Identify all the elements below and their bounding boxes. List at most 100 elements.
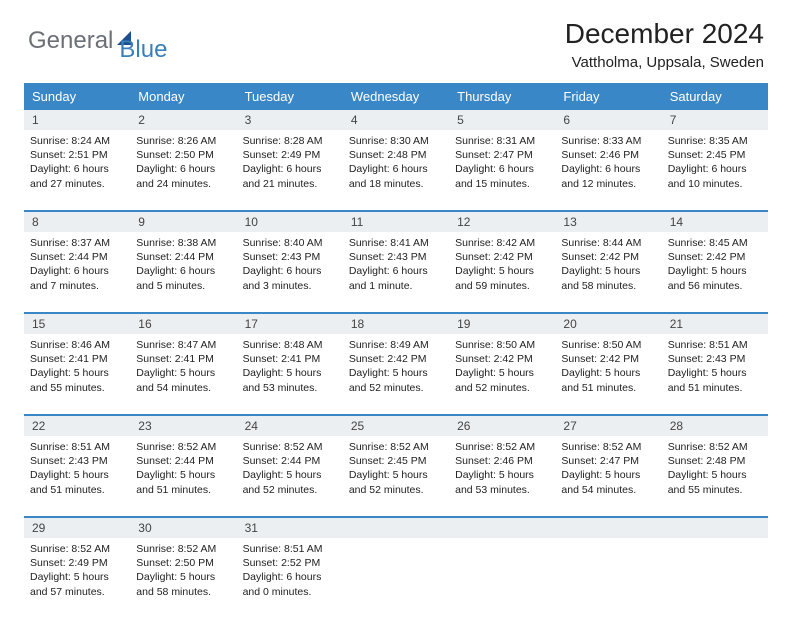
- day-number: 3: [237, 110, 343, 130]
- day-cell: Sunrise: 8:24 AMSunset: 2:51 PMDaylight:…: [24, 130, 130, 210]
- day-cell: Sunrise: 8:33 AMSunset: 2:46 PMDaylight:…: [555, 130, 661, 210]
- day-cell: Sunrise: 8:51 AMSunset: 2:52 PMDaylight:…: [237, 538, 343, 618]
- sunset-text: Sunset: 2:43 PM: [668, 352, 761, 366]
- day-cell: Sunrise: 8:31 AMSunset: 2:47 PMDaylight:…: [449, 130, 555, 210]
- day-cell: [449, 538, 555, 618]
- daylight-text: Daylight: 5 hours and 58 minutes.: [561, 264, 654, 292]
- day-number: 24: [237, 416, 343, 436]
- day-cell: Sunrise: 8:45 AMSunset: 2:42 PMDaylight:…: [662, 232, 768, 312]
- sunrise-text: Sunrise: 8:52 AM: [561, 440, 654, 454]
- day-number: 9: [130, 212, 236, 232]
- sunset-text: Sunset: 2:44 PM: [243, 454, 336, 468]
- sunset-text: Sunset: 2:42 PM: [668, 250, 761, 264]
- day-cell: Sunrise: 8:52 AMSunset: 2:47 PMDaylight:…: [555, 436, 661, 516]
- day-cell: Sunrise: 8:50 AMSunset: 2:42 PMDaylight:…: [555, 334, 661, 414]
- sunset-text: Sunset: 2:49 PM: [30, 556, 123, 570]
- weekday-header: Saturday: [662, 83, 768, 110]
- week-row: Sunrise: 8:46 AM Sunset: 2:41 PM Daylight:…: [24, 334, 768, 416]
- day-number: [662, 518, 768, 538]
- weekday-header: Sunday: [24, 83, 130, 110]
- sunset-text: Sunset: 2:41 PM: [136, 352, 229, 366]
- week-row: Sunrise: 8:37 AMSunset: 2:44 PMDaylight:…: [24, 232, 768, 314]
- daylight-text: Daylight: 6 hours and 1 minute.: [349, 264, 442, 292]
- day-number: 4: [343, 110, 449, 130]
- daylight-text: Daylight: 5 hours and 55 minutes.: [668, 468, 761, 496]
- daylight-text: Daylight: 5 hours and 59 minutes.: [455, 264, 548, 292]
- day-number: 23: [130, 416, 236, 436]
- sunrise-text: Sunrise: 8:35 AM: [668, 134, 761, 148]
- day-number: [343, 518, 449, 538]
- day-cell: Sunrise: 8:28 AMSunset: 2:49 PMDaylight:…: [237, 130, 343, 210]
- day-number: 27: [555, 416, 661, 436]
- sunset-text: Sunset: 2:44 PM: [30, 250, 123, 264]
- day-cell: Sunrise: 8:48 AMSunset: 2:41 PMDaylight:…: [237, 334, 343, 414]
- sunset-text: Sunset: 2:43 PM: [30, 454, 123, 468]
- day-number: 5: [449, 110, 555, 130]
- daylight-text: Daylight: 6 hours and 21 minutes.: [243, 162, 336, 190]
- sunrise-text: Sunrise: 8:28 AM: [243, 134, 336, 148]
- daylight-text: Daylight: 5 hours and 57 minutes.: [30, 570, 123, 598]
- daylight-text: Daylight: 6 hours and 18 minutes.: [349, 162, 442, 190]
- daylight-text: Daylight: 5 hours and 51 minutes.: [30, 468, 123, 496]
- sunset-text: Sunset: 2:44 PM: [136, 250, 229, 264]
- sunset-text: Sunset: 2:42 PM: [455, 352, 548, 366]
- header: General Blue December 2024 Vattholma, Up…: [0, 0, 792, 77]
- day-cell: Sunrise: 8:40 AMSunset: 2:43 PMDaylight:…: [237, 232, 343, 312]
- daylight-text: Daylight: 6 hours and 3 minutes.: [243, 264, 336, 292]
- day-cell: Sunrise: 8:52 AMSunset: 2:44 PMDaylight:…: [237, 436, 343, 516]
- day-number: 6: [555, 110, 661, 130]
- daylight-text: Daylight: 5 hours and 58 minutes.: [136, 570, 229, 598]
- day-number: 18: [343, 314, 449, 334]
- day-number: 26: [449, 416, 555, 436]
- day-cell: Sunrise: 8:52 AMSunset: 2:46 PMDaylight:…: [449, 436, 555, 516]
- sunset-text: Sunset: 2:51 PM: [30, 148, 123, 162]
- week-row: Sunrise: 8:52 AMSunset: 2:49 PMDaylight:…: [24, 538, 768, 618]
- sunrise-text: Sunrise: 8:52 AM: [349, 440, 442, 454]
- sunrise-text: Sunrise: 8:46 AM: [30, 338, 123, 352]
- day-cell: Sunrise: 8:52 AMSunset: 2:44 PMDaylight:…: [130, 436, 236, 516]
- daylight-text: Daylight: 5 hours and 52 minutes.: [349, 468, 442, 496]
- day-cell: [662, 538, 768, 618]
- day-cell: Sunrise: 8:44 AMSunset: 2:42 PMDaylight:…: [555, 232, 661, 312]
- day-cell: Sunrise: 8:50 AMSunset: 2:42 PMDaylight:…: [449, 334, 555, 414]
- sunset-text: Sunset: 2:47 PM: [455, 148, 548, 162]
- sunrise-text: Sunrise: 8:52 AM: [668, 440, 761, 454]
- day-number: 20: [555, 314, 661, 334]
- day-cell: Sunrise: 8:49 AMSunset: 2:42 PMDaylight:…: [343, 334, 449, 414]
- day-number: 29: [24, 518, 130, 538]
- day-number-row: 891011121314: [24, 212, 768, 232]
- day-number-row: 15161718192021: [24, 314, 768, 334]
- logo-text-general: General: [28, 27, 113, 55]
- day-cell: Sunrise: 8:51 AMSunset: 2:43 PMDaylight:…: [662, 334, 768, 414]
- daylight-text: Daylight: 6 hours and 12 minutes.: [561, 162, 654, 190]
- weekday-header-row: Sunday Monday Tuesday Wednesday Thursday…: [24, 83, 768, 110]
- sunset-text: Sunset: 2:43 PM: [349, 250, 442, 264]
- day-number: 16: [130, 314, 236, 334]
- day-number: 19: [449, 314, 555, 334]
- sunrise-text: Sunrise: 8:38 AM: [136, 236, 229, 250]
- sunrise-text: Sunrise: 8:50 AM: [561, 338, 654, 352]
- sunrise-text: Sunrise: 8:52 AM: [136, 542, 229, 556]
- sunset-text: Sunset: 2:50 PM: [136, 556, 229, 570]
- sunset-text: Sunset: 2:47 PM: [561, 454, 654, 468]
- sunrise-text: Sunrise: 8:40 AM: [243, 236, 336, 250]
- day-cell: Sunrise: 8:51 AMSunset: 2:43 PMDaylight:…: [24, 436, 130, 516]
- sunset-text: Sunset: 2:42 PM: [561, 352, 654, 366]
- title-block: December 2024 Vattholma, Uppsala, Sweden: [565, 18, 764, 71]
- daylight-text: Daylight: 5 hours and 52 minutes.: [455, 366, 548, 394]
- day-number: 10: [237, 212, 343, 232]
- sunrise-text: Sunrise: 8:26 AM: [136, 134, 229, 148]
- day-number: 22: [24, 416, 130, 436]
- sunrise-text: Sunrise: 8:52 AM: [30, 542, 123, 556]
- sunrise-text: Sunrise: 8:24 AM: [30, 134, 123, 148]
- sunrise-text: Sunrise: 8:33 AM: [561, 134, 654, 148]
- day-number: 8: [24, 212, 130, 232]
- day-number: 7: [662, 110, 768, 130]
- daylight-text: Daylight: 5 hours and 54 minutes.: [561, 468, 654, 496]
- daylight-text: Daylight: 6 hours and 15 minutes.: [455, 162, 548, 190]
- sunrise-text: Sunrise: 8:50 AM: [455, 338, 548, 352]
- daylight-text: Daylight: 5 hours and 53 minutes.: [455, 468, 548, 496]
- day-cell: Sunrise: 8:52 AMSunset: 2:48 PMDaylight:…: [662, 436, 768, 516]
- weekday-header: Friday: [555, 83, 661, 110]
- day-number-row: 22232425262728: [24, 416, 768, 436]
